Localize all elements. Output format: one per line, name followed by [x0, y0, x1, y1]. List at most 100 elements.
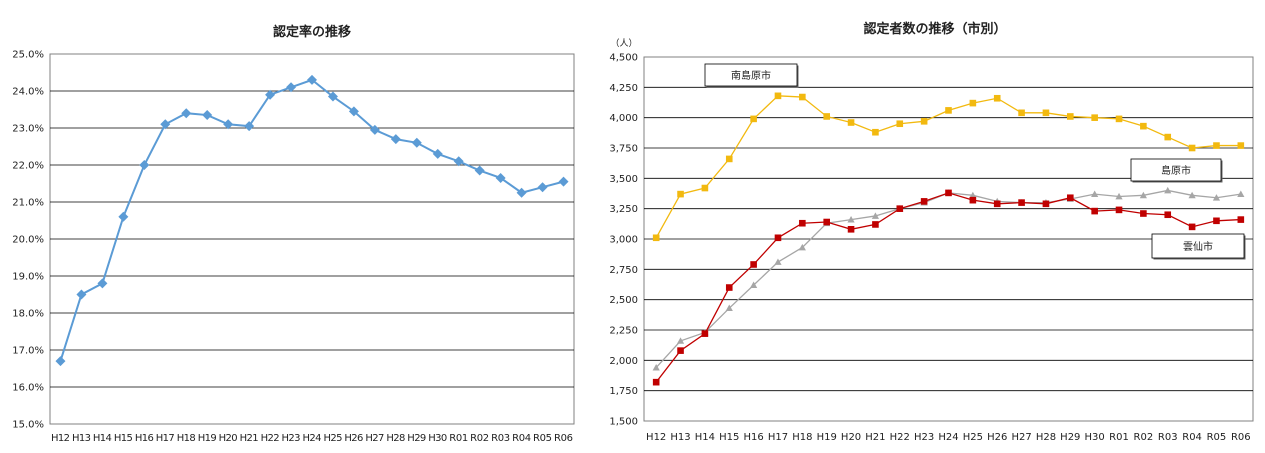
data-point — [223, 119, 234, 130]
data-point — [920, 118, 928, 125]
data-point — [750, 281, 758, 288]
data-point — [327, 91, 338, 102]
x-tick-label: R05 — [533, 433, 552, 444]
data-point — [1188, 191, 1196, 199]
data-point — [1115, 115, 1123, 123]
y-tick-label: 25.0% — [12, 50, 44, 61]
x-tick-label: H13 — [670, 432, 690, 443]
x-tick-label: H24 — [303, 433, 322, 444]
y-tick-label: 19.0% — [12, 272, 44, 283]
data-point — [969, 191, 977, 199]
series-label: 島原市 — [1161, 164, 1191, 177]
y-tick-label: 1,500 — [609, 417, 638, 428]
data-point — [1188, 144, 1196, 152]
data-point — [1237, 142, 1245, 149]
data-point — [1140, 122, 1147, 130]
data-point — [390, 134, 401, 145]
y-tick-label: 18.0% — [12, 309, 44, 320]
y-tick-label: 3,500 — [609, 174, 638, 185]
y-tick-label: 20.0% — [12, 235, 44, 246]
data-point — [652, 234, 660, 242]
data-point — [774, 234, 782, 242]
x-tick-label: H18 — [792, 432, 812, 443]
data-point — [774, 258, 782, 265]
data-point — [969, 99, 977, 107]
data-point — [1139, 191, 1147, 199]
x-tick-label: H29 — [1060, 432, 1080, 443]
x-tick-label: H16 — [135, 433, 154, 444]
y-tick-label: 3,250 — [609, 204, 638, 215]
data-point — [369, 124, 380, 135]
x-tick-label: H12 — [646, 432, 666, 443]
x-tick-label: H19 — [198, 433, 217, 444]
data-point — [516, 187, 527, 198]
data-point — [823, 113, 830, 120]
data-point — [76, 289, 87, 300]
rate-chart: 認定率の推移 15.0% 16.0% 17.0% 18.0% 19.0% 20.0% 21.… — [12, 24, 575, 444]
y-tick-label: 17.0% — [12, 346, 44, 357]
data-point — [847, 215, 855, 223]
x-tick-label: H12 — [51, 433, 70, 444]
data-point — [1091, 190, 1099, 197]
data-point — [677, 190, 684, 198]
data-point — [799, 93, 806, 101]
label-frame — [704, 63, 798, 87]
data-point — [1115, 206, 1123, 214]
data-point — [1115, 192, 1123, 200]
series-label: 雲仙市 — [1183, 240, 1213, 253]
data-point — [1164, 211, 1172, 219]
y-tick-label: 2,000 — [609, 356, 638, 367]
x-tick-label: R03 — [1158, 432, 1178, 443]
data-point — [676, 337, 685, 344]
data-point — [286, 82, 297, 93]
x-tick-label: H19 — [817, 432, 837, 443]
data-point — [969, 196, 977, 204]
data-point — [677, 347, 684, 354]
y-tick-label: 4,500 — [609, 53, 638, 64]
data-point — [1042, 109, 1050, 117]
data-point — [701, 330, 709, 337]
x-tick-label: H14 — [93, 433, 112, 444]
x-tick-label: H24 — [938, 432, 958, 443]
data-point — [348, 106, 359, 117]
x-tick-label: H27 — [1011, 432, 1031, 443]
data-point — [920, 198, 928, 205]
series-label: 南島原市 — [731, 69, 771, 82]
data-point — [265, 89, 276, 100]
data-point — [896, 120, 904, 128]
x-tick-label: H25 — [323, 433, 342, 444]
x-tick-label: H30 — [1085, 432, 1105, 443]
data-point — [847, 119, 855, 126]
y-tick-label: 21.0% — [12, 198, 44, 209]
x-tick-label: R03 — [491, 433, 510, 444]
x-tick-label: H15 — [114, 433, 133, 444]
x-tick-label: H16 — [743, 432, 763, 443]
series-label-box: 島原市 — [1130, 158, 1223, 183]
series-label-box: 雲仙市 — [1151, 233, 1246, 260]
data-point — [411, 137, 422, 148]
x-tick-label: R05 — [1207, 432, 1227, 443]
y-tick-label: 2,250 — [609, 326, 638, 337]
data-point — [453, 156, 464, 167]
series-label-box: 南島原市 — [704, 63, 799, 88]
y-tick-label: 4,000 — [609, 113, 638, 124]
x-tick-label: H25 — [963, 432, 983, 443]
data-point — [725, 155, 733, 163]
x-tick-label: H18 — [177, 433, 196, 444]
series-1 — [55, 74, 569, 367]
data-point — [558, 176, 569, 187]
data-point — [774, 92, 782, 100]
y-tick-label: 16.0% — [12, 383, 44, 394]
data-point — [537, 182, 548, 193]
data-point — [160, 119, 171, 130]
data-point — [701, 184, 709, 192]
data-point — [1188, 223, 1196, 231]
rate-chart-title: 認定率の推移 — [273, 24, 351, 40]
data-point — [945, 107, 952, 114]
data-point — [139, 160, 150, 170]
data-point — [495, 172, 506, 183]
data-point — [1067, 113, 1074, 120]
x-tick-label: H20 — [219, 433, 238, 444]
count-chart-title: 認定者数の推移（市別） — [863, 21, 1006, 37]
